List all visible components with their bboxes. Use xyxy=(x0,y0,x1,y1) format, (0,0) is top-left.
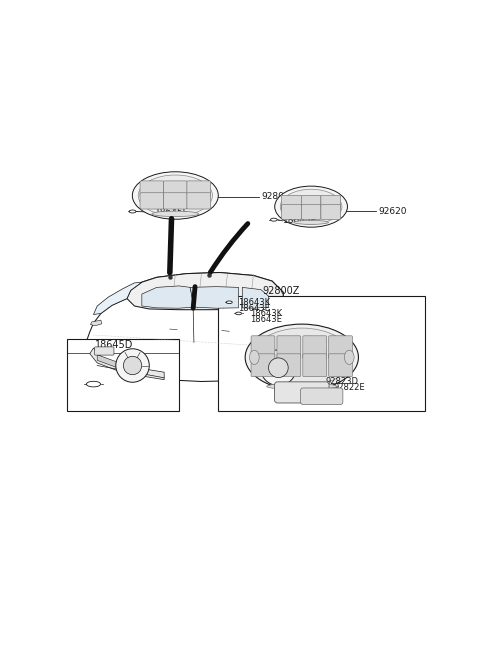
Text: 92800A: 92800A xyxy=(261,192,296,201)
Polygon shape xyxy=(127,272,283,310)
Ellipse shape xyxy=(252,328,352,386)
FancyBboxPatch shape xyxy=(303,354,327,377)
Circle shape xyxy=(268,358,288,378)
FancyBboxPatch shape xyxy=(95,347,114,355)
Text: 92620: 92620 xyxy=(378,207,407,216)
Ellipse shape xyxy=(132,172,218,219)
Ellipse shape xyxy=(280,189,342,224)
Polygon shape xyxy=(242,287,268,308)
FancyBboxPatch shape xyxy=(140,193,164,209)
FancyBboxPatch shape xyxy=(329,336,352,359)
FancyBboxPatch shape xyxy=(282,195,301,210)
FancyBboxPatch shape xyxy=(164,193,187,209)
FancyBboxPatch shape xyxy=(300,388,343,405)
Ellipse shape xyxy=(275,186,348,227)
Text: 18643E: 18643E xyxy=(250,315,282,324)
Ellipse shape xyxy=(129,210,136,213)
Text: 18645E: 18645E xyxy=(283,216,317,225)
Text: 92800Z: 92800Z xyxy=(263,286,300,296)
FancyBboxPatch shape xyxy=(277,336,301,359)
FancyBboxPatch shape xyxy=(301,195,321,210)
Ellipse shape xyxy=(138,175,213,216)
Text: 18643E: 18643E xyxy=(239,304,270,313)
Circle shape xyxy=(116,349,149,382)
Ellipse shape xyxy=(271,218,277,221)
Ellipse shape xyxy=(86,381,100,387)
Polygon shape xyxy=(91,320,102,325)
FancyBboxPatch shape xyxy=(303,336,327,359)
FancyBboxPatch shape xyxy=(275,382,329,403)
Ellipse shape xyxy=(236,312,241,315)
Ellipse shape xyxy=(250,350,259,365)
Ellipse shape xyxy=(294,220,328,224)
Ellipse shape xyxy=(152,211,199,216)
Polygon shape xyxy=(94,282,142,314)
FancyBboxPatch shape xyxy=(187,193,211,209)
Bar xyxy=(67,338,179,411)
Ellipse shape xyxy=(345,350,354,365)
Circle shape xyxy=(261,350,296,386)
FancyBboxPatch shape xyxy=(321,205,340,219)
Text: 18645E: 18645E xyxy=(155,208,189,216)
Ellipse shape xyxy=(226,301,232,304)
FancyBboxPatch shape xyxy=(277,354,301,377)
FancyBboxPatch shape xyxy=(164,181,187,197)
FancyBboxPatch shape xyxy=(251,336,275,359)
Text: 92822E: 92822E xyxy=(334,383,365,392)
Text: 18643K: 18643K xyxy=(239,298,271,307)
Text: 92823D: 92823D xyxy=(326,377,359,386)
FancyBboxPatch shape xyxy=(318,349,326,362)
Polygon shape xyxy=(142,286,194,308)
Polygon shape xyxy=(190,287,239,308)
Text: 18643K: 18643K xyxy=(250,309,282,318)
Bar xyxy=(218,296,424,411)
Text: 18645D: 18645D xyxy=(96,340,134,350)
FancyBboxPatch shape xyxy=(140,181,164,197)
Ellipse shape xyxy=(245,324,359,390)
FancyBboxPatch shape xyxy=(282,205,301,219)
FancyBboxPatch shape xyxy=(251,354,275,377)
FancyBboxPatch shape xyxy=(321,195,340,210)
Ellipse shape xyxy=(267,383,337,390)
FancyBboxPatch shape xyxy=(187,181,211,197)
Polygon shape xyxy=(97,355,120,369)
FancyBboxPatch shape xyxy=(301,205,321,219)
Circle shape xyxy=(123,356,142,375)
FancyBboxPatch shape xyxy=(329,354,352,377)
Polygon shape xyxy=(90,348,164,380)
